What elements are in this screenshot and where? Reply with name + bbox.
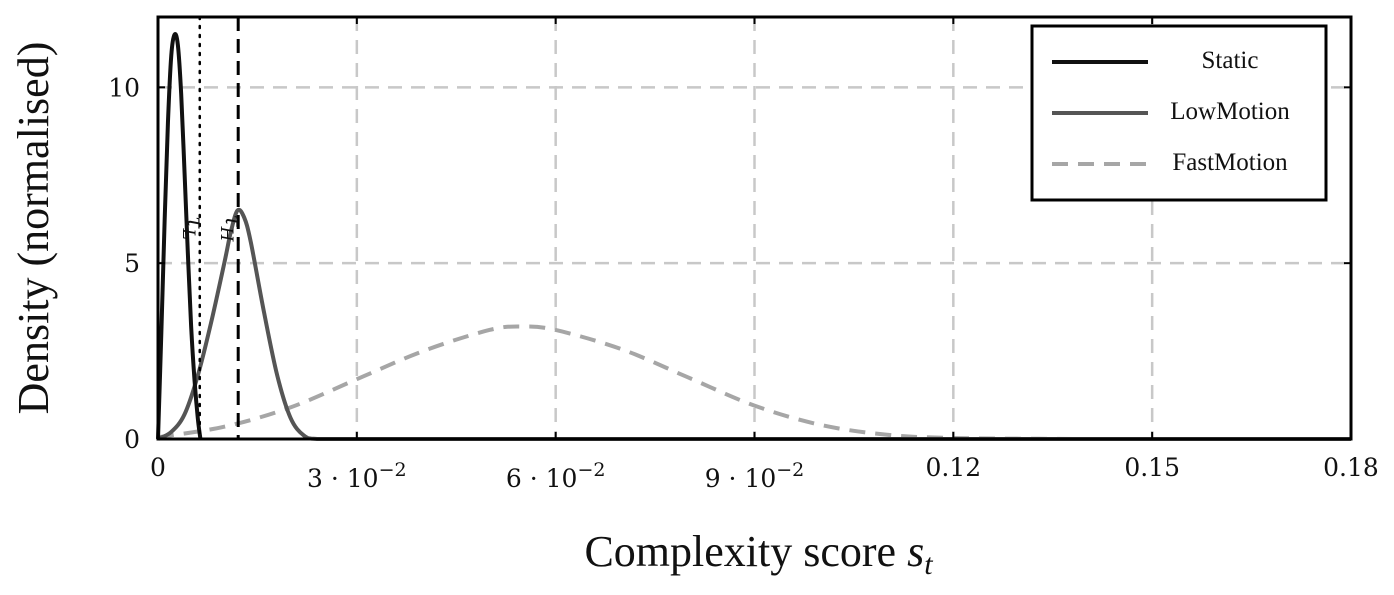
threshold-label-l: τL (178, 216, 207, 239)
threshold-label-h: τH (216, 215, 245, 243)
y-axis-ticks: 0 5 10 (108, 73, 1351, 454)
svg-text:τL: τL (178, 216, 207, 239)
x-axis-title-text: Complexity score (584, 527, 896, 576)
x-tick-label-3: 9 · 10−2 (705, 459, 805, 493)
x-tick-label-0: 0 (150, 453, 166, 482)
y-tick-label-0: 0 (124, 425, 140, 454)
legend-label-lowmotion: LowMotion (1170, 98, 1290, 125)
x-tick-label-4: 0.12 (925, 453, 981, 482)
x-axis-title-var: s (907, 527, 924, 576)
y-axis-title: Density (normalised) (9, 42, 58, 415)
x-tick-label-6: 0.18 (1323, 453, 1379, 482)
x-axis-title: Complexity score st (584, 527, 933, 581)
legend-label-fastmotion: FastMotion (1172, 149, 1288, 176)
x-axis-ticks: 0 3 · 10−2 6 · 10−2 9 · 10−2 0.12 0.15 0.18 (150, 17, 1379, 493)
legend: Static LowMotion FastMotion (1030, 24, 1328, 202)
y-tick-label-2: 10 (108, 73, 140, 102)
y-tick-label-1: 5 (124, 249, 140, 278)
x-tick-label-1: 3 · 10−2 (307, 459, 407, 493)
x-axis-title-sub: t (924, 548, 933, 581)
x-tick-label-2: 6 · 10−2 (506, 459, 606, 493)
svg-text:τH: τH (216, 215, 245, 243)
series-line-static (156, 32, 203, 440)
x-tick-label-5: 0.15 (1124, 453, 1180, 482)
threshold-layer: τL τH (178, 15, 245, 441)
legend-label-static: Static (1202, 47, 1259, 74)
